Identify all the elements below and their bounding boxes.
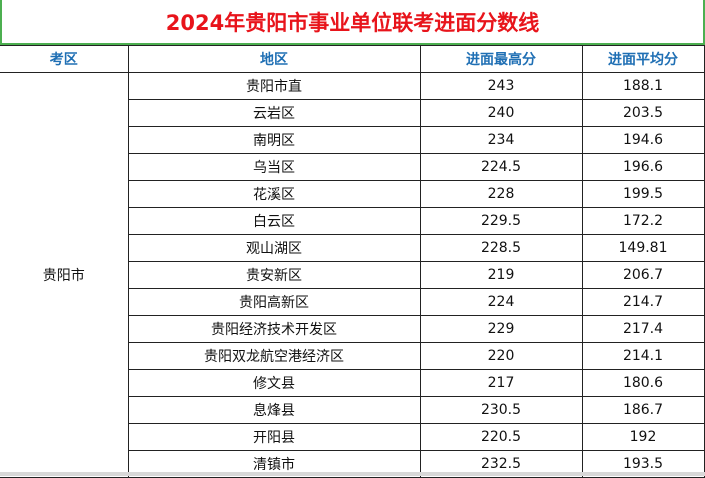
max-score-cell: 229.5 <box>419 207 583 235</box>
avg-score-cell: 188.1 <box>581 72 705 100</box>
max-score-cell: 240 <box>419 99 583 127</box>
table-row: 贵阳市 贵阳市直 243 188.1 <box>0 72 705 478</box>
region-cell: 白云区 <box>127 207 421 235</box>
avg-score-cell: 186.7 <box>581 396 705 424</box>
avg-score-cell: 214.1 <box>581 342 705 370</box>
avg-score-cell: 196.6 <box>581 153 705 181</box>
max-score-cell: 219 <box>419 261 583 289</box>
table-row: 云岩区 240 203.5 <box>0 99 705 127</box>
region-cell: 开阳县 <box>127 423 421 451</box>
region-cell: 南明区 <box>127 126 421 154</box>
region-cell: 息烽县 <box>127 396 421 424</box>
table-row: 南明区 234 194.6 <box>0 126 705 154</box>
region-cell: 贵阳高新区 <box>127 288 421 316</box>
max-score-cell: 234 <box>419 126 583 154</box>
max-score-cell: 230.5 <box>419 396 583 424</box>
max-score-cell: 229 <box>419 315 583 343</box>
avg-score-cell: 180.6 <box>581 369 705 397</box>
max-score-cell: 224 <box>419 288 583 316</box>
table-row: 贵阳双龙航空港经济区 220 214.1 <box>0 342 705 370</box>
avg-score-cell: 172.2 <box>581 207 705 235</box>
max-score-cell: 243 <box>419 72 583 100</box>
region-cell: 贵安新区 <box>127 261 421 289</box>
region-cell: 贵阳经济技术开发区 <box>127 315 421 343</box>
region-cell: 观山湖区 <box>127 234 421 262</box>
table-row: 贵阳高新区 224 214.7 <box>0 288 705 316</box>
table-row: 观山湖区 228.5 149.81 <box>0 234 705 262</box>
header-max-score: 进面最高分 <box>419 45 583 73</box>
region-cell: 贵阳双龙航空港经济区 <box>127 342 421 370</box>
region-cell: 花溪区 <box>127 180 421 208</box>
region-cell: 贵阳市直 <box>127 72 421 100</box>
region-cell: 修文县 <box>127 369 421 397</box>
region-cell: 云岩区 <box>127 99 421 127</box>
table-row: 花溪区 228 199.5 <box>0 180 705 208</box>
avg-score-cell: 149.81 <box>581 234 705 262</box>
avg-score-cell: 199.5 <box>581 180 705 208</box>
max-score-cell: 217 <box>419 369 583 397</box>
table-row: 白云区 229.5 172.2 <box>0 207 705 235</box>
exam-area-cell: 贵阳市 <box>0 72 129 478</box>
max-score-cell: 224.5 <box>419 153 583 181</box>
header-exam-area: 考区 <box>0 45 129 73</box>
avg-score-cell: 192 <box>581 423 705 451</box>
horizontal-scrollbar[interactable] <box>0 472 705 476</box>
avg-score-cell: 194.6 <box>581 126 705 154</box>
max-score-cell: 228 <box>419 180 583 208</box>
page-title: 2024年贵阳市事业单位联考进面分数线 <box>0 0 705 45</box>
max-score-cell: 228.5 <box>419 234 583 262</box>
score-table: 考区 地区 进面最高分 进面平均分 贵阳市 贵阳市直 243 188.1 云岩区 240 2… <box>0 45 705 478</box>
avg-score-cell: 214.7 <box>581 288 705 316</box>
table-row: 贵阳经济技术开发区 229 217.4 <box>0 315 705 343</box>
header-avg-score: 进面平均分 <box>581 45 705 73</box>
table-row: 修文县 217 180.6 <box>0 369 705 397</box>
header-row: 考区 地区 进面最高分 进面平均分 <box>0 45 705 73</box>
avg-score-cell: 217.4 <box>581 315 705 343</box>
table-row: 乌当区 224.5 196.6 <box>0 153 705 181</box>
header-region: 地区 <box>127 45 421 73</box>
avg-score-cell: 203.5 <box>581 99 705 127</box>
avg-score-cell: 206.7 <box>581 261 705 289</box>
region-cell: 乌当区 <box>127 153 421 181</box>
max-score-cell: 220 <box>419 342 583 370</box>
max-score-cell: 220.5 <box>419 423 583 451</box>
table-row: 贵安新区 219 206.7 <box>0 261 705 289</box>
